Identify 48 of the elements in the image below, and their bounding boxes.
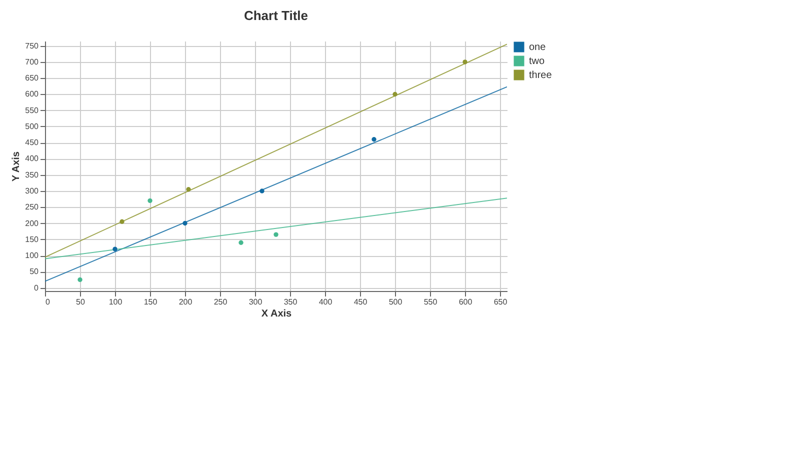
y-tick-label: 450: [25, 138, 40, 148]
x-tick-label: 550: [424, 298, 438, 306]
y-tick-label: 350: [25, 170, 40, 180]
y-tick-label: 100: [25, 251, 40, 260]
y-tick-label: 200: [25, 218, 40, 228]
x-tick-label: 250: [214, 298, 228, 306]
point: [112, 246, 118, 252]
y-tick-label: 250: [25, 202, 40, 212]
legend-label: three: [529, 70, 552, 81]
point: [182, 220, 188, 226]
point: [372, 137, 376, 142]
x-tick-label: 350: [284, 298, 298, 306]
y-tick-label: 500: [25, 122, 40, 131]
point: [260, 188, 264, 194]
y-tick-label: 400: [25, 154, 40, 164]
point: [148, 198, 152, 204]
x-tick-label: 650: [494, 298, 508, 306]
point: [238, 240, 244, 245]
y-tick-label: 0: [34, 283, 40, 292]
y-tick-label: 50: [30, 267, 40, 276]
chart-title: Chart Title: [244, 8, 308, 23]
x-tick-label: 500: [388, 298, 403, 306]
y-tick-label: 550: [25, 106, 40, 115]
x-tick-label: 50: [76, 298, 86, 306]
x-tick-label: 300: [248, 298, 263, 306]
x-tick-label: 100: [108, 298, 123, 306]
y-tick-label: 650: [25, 74, 40, 83]
x-tick-label: 400: [318, 298, 333, 306]
x-tick-label: 600: [458, 298, 473, 306]
y-tick-label: 750: [25, 41, 40, 50]
y-tick-label: 700: [25, 57, 40, 66]
legend-label: one: [529, 42, 546, 53]
y-tick-label: 600: [25, 90, 40, 99]
y-axis-title: Y Axis: [11, 151, 22, 182]
legend-label: two: [529, 56, 545, 67]
point: [78, 277, 82, 282]
x-axis-title: X Axis: [261, 308, 292, 320]
y-tick-label: 150: [25, 234, 40, 244]
x-tick-label: 450: [354, 298, 368, 306]
x-tick-label: 200: [178, 298, 193, 306]
x-tick-label: 0: [46, 298, 50, 306]
point: [274, 232, 278, 237]
point: [186, 187, 191, 192]
point: [462, 60, 468, 64]
y-tick-label: 300: [25, 186, 40, 196]
point: [392, 92, 398, 97]
point: [120, 219, 124, 224]
x-tick-label: 150: [144, 298, 158, 306]
